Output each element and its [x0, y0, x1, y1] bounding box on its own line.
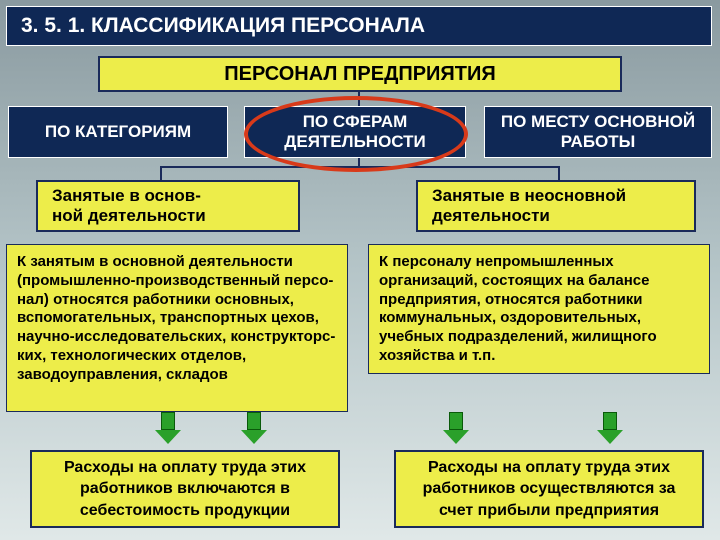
- main-title-text: ПЕРСОНАЛ ПРЕДПРИЯТИЯ: [224, 63, 496, 86]
- arrow-head-icon: [597, 430, 623, 444]
- sub-category-box: Занятые в основ-ной деятельности: [36, 180, 300, 232]
- arrow-head-icon: [241, 430, 267, 444]
- sub-category-box: Занятые в неосновной деятельности: [416, 180, 696, 232]
- header-text: 3. 5. 1. КЛАССИФИКАЦИЯ ПЕРСОНАЛА: [21, 14, 425, 38]
- connector-line: [358, 92, 360, 106]
- arrow-down-icon: [603, 412, 617, 430]
- arrow-down-icon: [161, 412, 175, 430]
- conclusion-box: Расходы на оплату труда этих работников …: [30, 450, 340, 528]
- arrow-head-icon: [443, 430, 469, 444]
- arrow-down-icon: [247, 412, 261, 430]
- connector-line: [558, 166, 560, 180]
- category-box: ПО МЕСТУ ОСНОВНОЙ РАБОТЫ: [484, 106, 712, 158]
- category-box: ПО СФЕРАМ ДЕЯТЕЛЬНОСТИ: [244, 106, 466, 158]
- arrow-down-icon: [449, 412, 463, 430]
- arrow-head-icon: [155, 430, 181, 444]
- conclusion-box: Расходы на оплату труда этих работников …: [394, 450, 704, 528]
- description-box: К персоналу непромышленных организаций, …: [368, 244, 710, 374]
- main-title-box: ПЕРСОНАЛ ПРЕДПРИЯТИЯ: [98, 56, 622, 92]
- slide-header: 3. 5. 1. КЛАССИФИКАЦИЯ ПЕРСОНАЛА: [6, 6, 712, 46]
- category-box: ПО КАТЕГОРИЯМ: [8, 106, 228, 158]
- connector-line: [358, 158, 360, 168]
- description-box: К занятым в основной деятельности (промы…: [6, 244, 348, 412]
- connector-line: [160, 166, 560, 168]
- connector-line: [160, 166, 162, 180]
